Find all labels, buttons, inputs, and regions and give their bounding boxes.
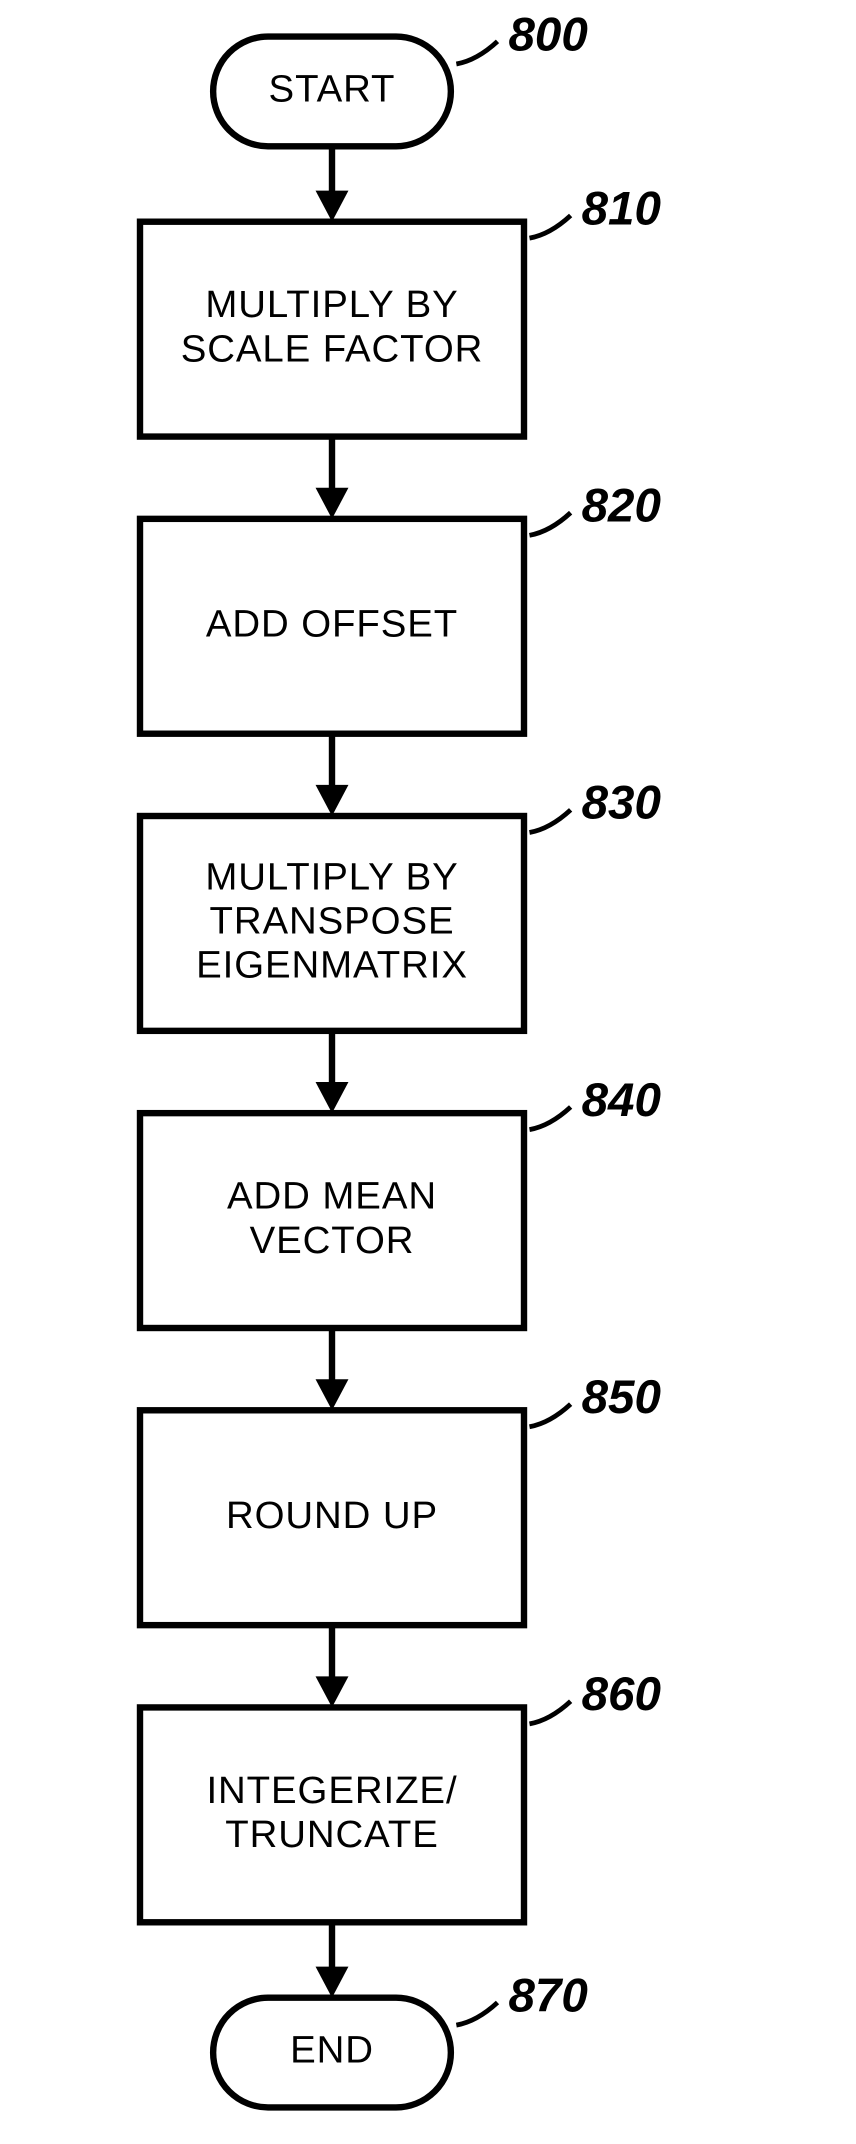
node-ref-label: 820: [582, 480, 661, 533]
arrow-head-icon: [316, 1676, 349, 1707]
node-ref-label: 810: [582, 182, 661, 235]
node-text: START: [269, 68, 396, 111]
node-text: MULTIPLY BY: [205, 855, 458, 898]
node-ref-label: 860: [582, 1668, 661, 1721]
process-node: MULTIPLY BYTRANSPOSEEIGENMATRIX 830: [140, 777, 661, 1031]
arrow-head-icon: [316, 488, 349, 519]
node-ref-label: 850: [582, 1371, 661, 1424]
label-tick: [529, 1701, 570, 1724]
node-text: ADD OFFSET: [206, 602, 458, 645]
node-ref-label: 830: [582, 777, 661, 830]
process-node: ADD OFFSET 820: [140, 480, 661, 734]
label-tick: [529, 513, 570, 536]
label-tick: [456, 2003, 497, 2026]
arrow-head-icon: [316, 191, 349, 222]
node-text: END: [290, 2029, 374, 2072]
node-text: TRUNCATE: [225, 1813, 438, 1856]
node-text: TRANSPOSE: [209, 900, 454, 943]
label-tick: [456, 41, 497, 64]
node-ref-label: 870: [508, 1969, 587, 2022]
arrow-head-icon: [316, 1379, 349, 1410]
process-node: MULTIPLY BYSCALE FACTOR 810: [140, 182, 661, 436]
node-text: ROUND UP: [226, 1494, 438, 1537]
node-text: INTEGERIZE/: [206, 1769, 457, 1812]
label-tick: [529, 1107, 570, 1130]
flowchart-container: START800MULTIPLY BYSCALE FACTOR810ADD OF…: [0, 0, 856, 2144]
terminator-node: START 800: [213, 8, 588, 146]
process-node: ROUND UP 850: [140, 1371, 661, 1625]
terminator-node: END 870: [213, 1969, 588, 2107]
process-node: INTEGERIZE/TRUNCATE 860: [140, 1668, 661, 1922]
label-tick: [529, 810, 570, 833]
node-text: EIGENMATRIX: [196, 944, 468, 987]
node-text: SCALE FACTOR: [181, 327, 484, 370]
process-node: ADD MEANVECTOR 840: [140, 1074, 661, 1328]
node-text: ADD MEAN: [227, 1175, 437, 1218]
node-ref-label: 840: [582, 1074, 661, 1127]
arrow-head-icon: [316, 785, 349, 816]
node-ref-label: 800: [508, 8, 587, 61]
arrow-head-icon: [316, 1967, 349, 1998]
node-text: MULTIPLY BY: [205, 283, 458, 326]
flowchart-svg: START800MULTIPLY BYSCALE FACTOR810ADD OF…: [0, 0, 856, 2144]
node-text: VECTOR: [250, 1219, 415, 1262]
label-tick: [529, 1404, 570, 1427]
arrow-head-icon: [316, 1082, 349, 1113]
label-tick: [529, 216, 570, 239]
